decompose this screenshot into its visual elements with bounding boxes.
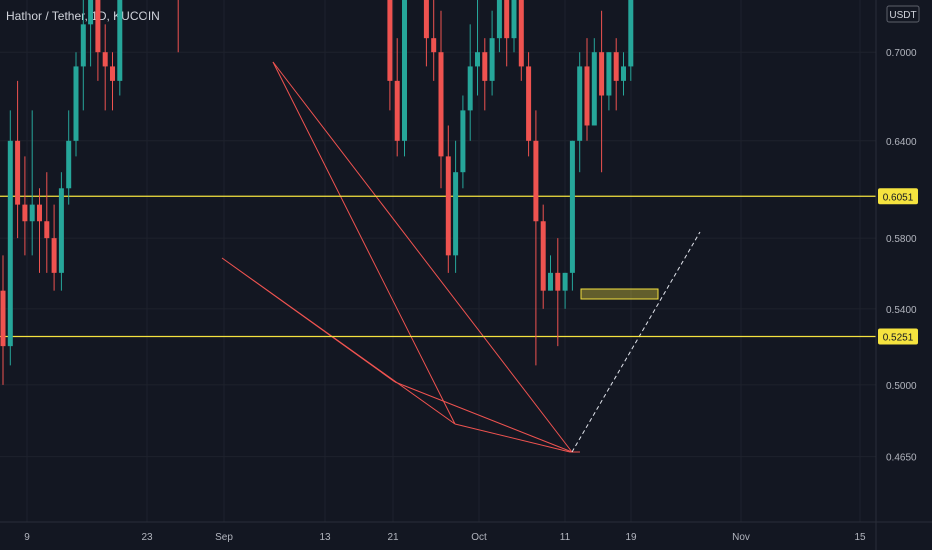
candle-body xyxy=(110,66,115,81)
price-tick: 0.5000 xyxy=(886,381,917,392)
time-tick: Sep xyxy=(215,532,233,543)
wedge-line[interactable] xyxy=(454,423,580,453)
ascending-dashed-trendline[interactable] xyxy=(571,231,701,453)
grid xyxy=(0,0,876,522)
candle-body xyxy=(22,204,28,222)
candle-body xyxy=(599,52,605,96)
triangle-pattern[interactable] xyxy=(221,61,456,425)
candle-body xyxy=(518,0,524,67)
candle-body xyxy=(88,0,94,25)
candle-body xyxy=(95,0,101,53)
candle-body xyxy=(584,66,590,126)
candle-body xyxy=(445,156,451,256)
price-tick: 0.7000 xyxy=(886,48,917,59)
candle-body xyxy=(628,0,634,67)
candle-body xyxy=(453,172,459,256)
time-tick: 15 xyxy=(854,532,866,543)
descending-trendline[interactable] xyxy=(272,61,573,453)
candle-body xyxy=(7,140,13,347)
candle-body xyxy=(569,140,575,273)
horizontal-levels[interactable] xyxy=(0,0,876,338)
trend-drawings[interactable] xyxy=(221,61,701,453)
price-tick: 0.5400 xyxy=(886,305,917,316)
candle-body xyxy=(15,140,21,205)
candle-body xyxy=(387,0,393,81)
candle-body xyxy=(66,140,72,189)
candle-body xyxy=(533,140,539,222)
triangle-upper-line[interactable] xyxy=(394,381,573,453)
candle-body xyxy=(431,38,437,53)
price-tags: 1.24070.87720.60510.5251HTRUSDT0.819004:… xyxy=(878,188,918,345)
candle-body xyxy=(73,66,79,141)
candle-body xyxy=(467,66,473,111)
candle-body xyxy=(606,52,612,96)
level-tag xyxy=(878,328,918,345)
candle-body xyxy=(58,188,64,273)
candle-body xyxy=(37,204,42,222)
candle-body xyxy=(51,238,57,273)
time-tick: Oct xyxy=(471,532,487,543)
candle-body xyxy=(475,52,480,67)
candle-body xyxy=(496,0,502,39)
candle-body xyxy=(117,0,123,81)
time-tick: 13 xyxy=(319,532,331,543)
candle-body xyxy=(394,80,400,141)
candle-body xyxy=(482,52,488,81)
candle-body xyxy=(402,0,407,141)
time-tick: Nov xyxy=(732,532,750,543)
candle-body xyxy=(0,290,6,347)
level-tag-label: 0.5251 xyxy=(883,332,914,343)
price-tick: 0.4650 xyxy=(886,453,917,464)
time-tick: 23 xyxy=(141,532,153,543)
candle-body xyxy=(504,0,510,39)
candle-body xyxy=(438,52,444,157)
candle-body xyxy=(526,66,532,141)
level-tag xyxy=(878,188,918,205)
candle-body xyxy=(591,52,597,126)
candle-body xyxy=(102,52,108,67)
time-tick: 11 xyxy=(560,532,571,543)
price-tick: 0.6400 xyxy=(886,137,917,148)
candle-body xyxy=(540,221,546,291)
candle-body xyxy=(460,110,466,173)
candle-body xyxy=(562,272,568,291)
currency-badge[interactable]: USDT xyxy=(886,5,920,23)
candle-body xyxy=(511,0,517,39)
price-axis[interactable]: 0.46500.50000.54000.58000.64000.70000.90… xyxy=(875,0,917,550)
candle-body xyxy=(548,272,553,291)
candle-body xyxy=(613,52,619,81)
resistance-box[interactable] xyxy=(580,288,659,300)
level-tag-label: 0.6051 xyxy=(883,192,914,203)
candle-body xyxy=(423,0,429,39)
candles xyxy=(0,0,634,385)
candle-body xyxy=(489,38,495,81)
candle-body xyxy=(44,221,50,239)
candle-body xyxy=(621,66,626,81)
time-tick: 21 xyxy=(387,532,399,543)
candle-body xyxy=(29,204,35,222)
time-tick: 19 xyxy=(625,532,637,543)
time-axis[interactable]: 9 23 Sep 13 21 Oct 11 19 Nov 15 xyxy=(0,521,932,543)
candle-body xyxy=(577,66,583,141)
price-tick: 0.5800 xyxy=(886,234,917,245)
candle-body xyxy=(80,24,86,67)
currency-label: USDT xyxy=(889,10,916,21)
time-tick: 9 xyxy=(24,532,30,543)
candle-body xyxy=(555,272,561,291)
